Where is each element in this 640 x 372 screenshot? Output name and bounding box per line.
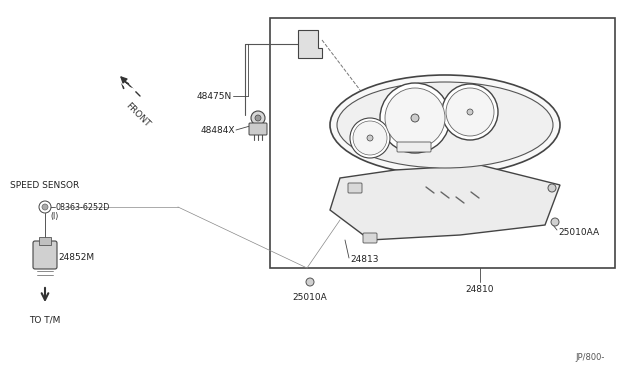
Polygon shape [298,30,322,58]
Circle shape [442,84,498,140]
Text: TO T/M: TO T/M [29,315,61,324]
Text: 24813: 24813 [350,256,378,264]
Text: 24852M: 24852M [58,253,94,263]
Circle shape [385,88,445,148]
Circle shape [380,83,450,153]
Circle shape [411,114,419,122]
Polygon shape [330,165,560,240]
Text: 24810: 24810 [466,285,494,295]
Text: JP/800-: JP/800- [575,353,605,362]
Text: (I): (I) [50,212,58,221]
Circle shape [367,135,373,141]
FancyBboxPatch shape [363,233,377,243]
Ellipse shape [337,82,553,168]
Circle shape [42,204,48,210]
Circle shape [255,115,261,121]
Text: 25010A: 25010A [292,294,328,302]
Text: 25010AA: 25010AA [558,228,599,237]
Circle shape [39,201,51,213]
FancyBboxPatch shape [33,241,57,269]
Circle shape [353,121,387,155]
Ellipse shape [330,75,560,175]
Circle shape [251,111,265,125]
FancyArrowPatch shape [127,87,153,113]
Circle shape [551,218,559,226]
FancyBboxPatch shape [348,183,362,193]
Circle shape [467,109,473,115]
FancyBboxPatch shape [249,123,267,135]
Circle shape [548,184,556,192]
Circle shape [446,88,494,136]
Text: SPEED SENSOR: SPEED SENSOR [10,180,79,189]
FancyBboxPatch shape [397,142,431,152]
Text: FRONT: FRONT [124,101,152,129]
Circle shape [350,118,390,158]
Text: 48484X: 48484X [200,125,235,135]
Circle shape [306,278,314,286]
Text: 08363-6252D: 08363-6252D [56,202,110,212]
FancyBboxPatch shape [270,18,615,268]
FancyBboxPatch shape [39,237,51,245]
Text: 48475N: 48475N [196,92,232,100]
